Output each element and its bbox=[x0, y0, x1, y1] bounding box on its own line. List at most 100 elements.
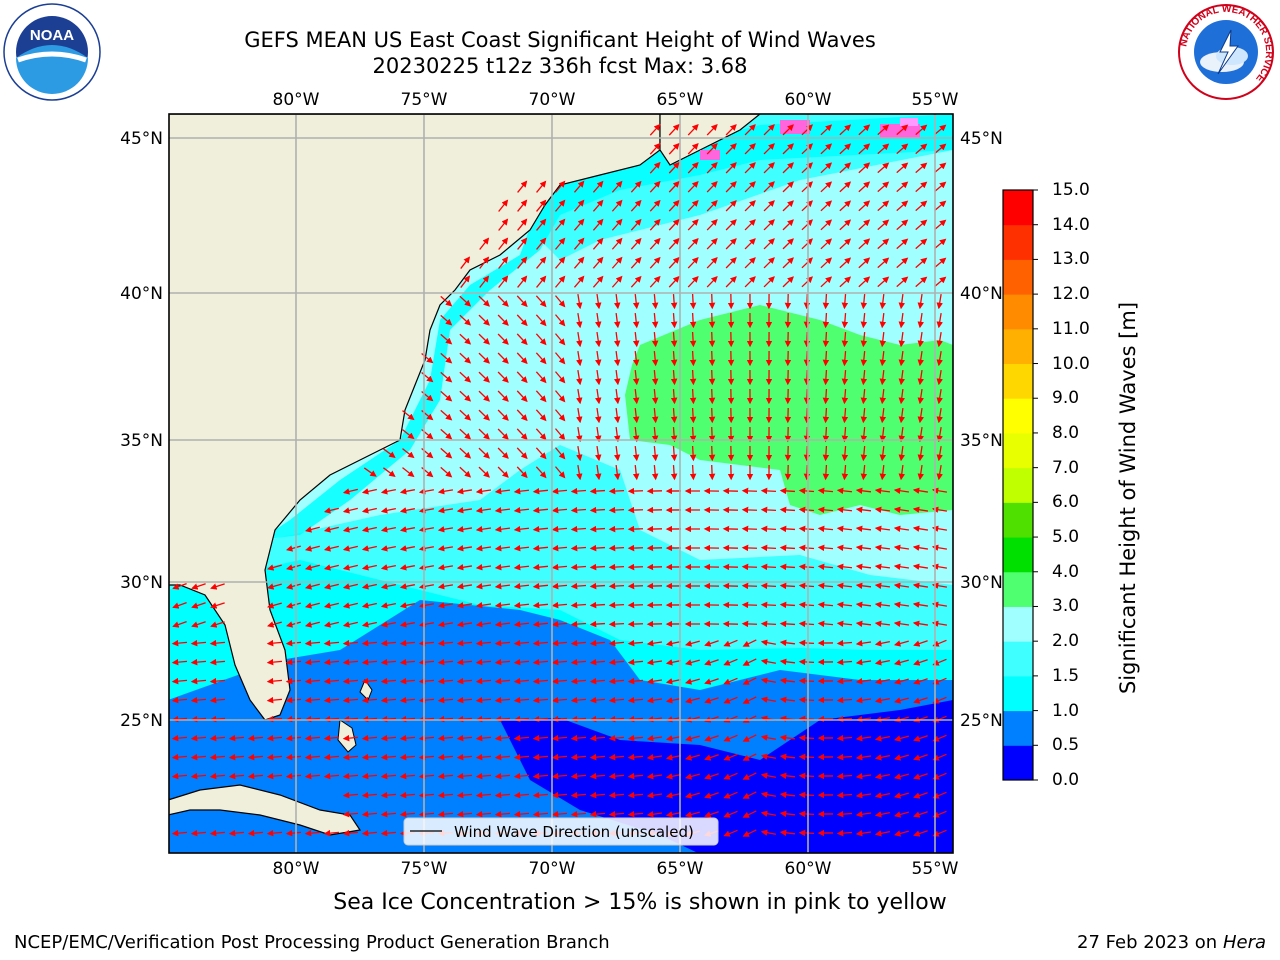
colorbar-segment bbox=[1003, 432, 1033, 469]
wave-direction-arrow bbox=[440, 333, 453, 345]
wave-direction-arrow bbox=[898, 464, 905, 481]
wave-direction-arrow bbox=[670, 426, 678, 443]
wave-direction-arrow bbox=[704, 773, 719, 780]
wave-direction-arrow bbox=[649, 142, 661, 155]
wave-direction-arrow bbox=[440, 447, 453, 459]
colorbar-segment bbox=[1003, 467, 1033, 503]
wave-direction-arrow bbox=[651, 331, 659, 348]
wave-direction-arrow bbox=[836, 658, 853, 666]
wave-direction-arrow bbox=[304, 829, 321, 837]
wave-direction-arrow bbox=[554, 371, 566, 384]
wave-direction-arrow bbox=[801, 162, 813, 174]
wave-direction-arrow bbox=[437, 639, 454, 647]
lon-label-bottom: 65°W bbox=[657, 859, 704, 879]
wave-direction-arrow bbox=[912, 601, 929, 608]
wave-direction-arrow bbox=[551, 791, 568, 799]
wave-direction-arrow bbox=[670, 293, 678, 310]
wave-direction-arrow bbox=[936, 464, 943, 481]
wave-direction-arrow bbox=[613, 464, 621, 481]
wave-direction-arrow bbox=[475, 791, 492, 799]
wave-direction-arrow bbox=[763, 257, 775, 269]
wave-direction-arrow bbox=[478, 447, 490, 459]
wave-direction-arrow bbox=[893, 544, 910, 551]
wave-direction-arrow bbox=[573, 256, 585, 269]
wave-direction-arrow bbox=[191, 621, 206, 628]
wave-direction-arrow bbox=[304, 677, 321, 685]
wave-direction-arrow bbox=[874, 563, 891, 570]
wave-direction-arrow bbox=[836, 601, 853, 609]
wave-direction-arrow bbox=[247, 753, 264, 761]
wave-direction-arrow bbox=[576, 369, 583, 386]
wave-direction-arrow bbox=[535, 333, 547, 346]
wave-direction-arrow bbox=[513, 525, 530, 533]
wave-direction-arrow bbox=[632, 331, 640, 348]
wave-direction-arrow bbox=[172, 583, 187, 590]
wave-direction-arrow bbox=[418, 526, 435, 533]
wave-direction-arrow bbox=[687, 142, 699, 155]
wave-direction-arrow bbox=[646, 811, 663, 818]
wave-direction-arrow bbox=[877, 181, 890, 193]
wave-direction-arrow bbox=[361, 488, 377, 495]
wave-direction-arrow bbox=[855, 735, 872, 742]
wave-direction-arrow bbox=[608, 772, 625, 780]
wave-direction-arrow bbox=[532, 525, 549, 533]
wave-direction-arrow bbox=[708, 312, 716, 329]
wave-direction-arrow bbox=[532, 677, 549, 685]
wave-direction-arrow bbox=[570, 525, 587, 533]
lon-label-top: 65°W bbox=[657, 90, 704, 110]
wave-direction-arrow bbox=[801, 200, 813, 212]
wave-direction-arrow bbox=[190, 696, 207, 704]
wave-direction-arrow bbox=[798, 772, 815, 780]
wave-direction-arrow bbox=[595, 407, 602, 424]
wave-direction-arrow bbox=[725, 200, 737, 212]
wave-direction-arrow bbox=[898, 407, 905, 424]
wave-direction-arrow bbox=[228, 753, 245, 761]
wave-direction-arrow bbox=[836, 487, 853, 495]
wave-direction-arrow bbox=[608, 810, 625, 818]
wave-direction-arrow bbox=[704, 735, 719, 742]
wave-direction-arrow bbox=[760, 582, 777, 590]
wave-direction-arrow bbox=[725, 257, 737, 269]
wave-direction-arrow bbox=[855, 773, 872, 780]
wave-direction-arrow bbox=[860, 293, 868, 310]
wave-direction-arrow bbox=[668, 180, 680, 193]
wave-direction-arrow bbox=[646, 735, 663, 742]
wave-direction-arrow bbox=[665, 773, 681, 780]
wave-direction-arrow bbox=[630, 199, 642, 212]
wave-direction-arrow bbox=[228, 829, 245, 837]
colorbar-segment bbox=[1003, 745, 1033, 781]
wave-direction-arrow bbox=[874, 697, 890, 704]
wave-direction-arrow bbox=[285, 734, 302, 742]
wave-direction-arrow bbox=[689, 293, 697, 310]
wave-direction-arrow bbox=[342, 526, 358, 533]
wave-direction-arrow bbox=[820, 181, 833, 193]
wave-direction-arrow bbox=[589, 620, 606, 628]
wave-direction-arrow bbox=[742, 829, 757, 837]
wave-direction-arrow bbox=[513, 582, 530, 590]
wave-direction-arrow bbox=[706, 219, 718, 231]
wave-direction-arrow bbox=[190, 677, 207, 685]
wave-direction-arrow bbox=[576, 312, 583, 329]
wave-direction-arrow bbox=[723, 753, 738, 761]
wave-direction-arrow bbox=[646, 659, 663, 666]
wave-direction-arrow bbox=[456, 753, 473, 761]
wave-direction-arrow bbox=[418, 677, 435, 685]
wave-direction-arrow bbox=[742, 734, 757, 742]
wave-direction-arrow bbox=[763, 219, 775, 231]
wave-direction-arrow bbox=[632, 464, 640, 481]
wave-direction-arrow bbox=[418, 621, 435, 628]
wave-direction-arrow bbox=[554, 314, 566, 327]
wave-direction-arrow bbox=[494, 621, 511, 628]
wave-direction-arrow bbox=[689, 426, 697, 443]
wave-direction-arrow bbox=[665, 659, 681, 666]
wave-direction-arrow bbox=[841, 464, 849, 481]
wave-direction-arrow bbox=[934, 124, 947, 136]
wave-direction-arrow bbox=[915, 219, 928, 231]
wave-direction-arrow bbox=[532, 582, 549, 590]
wave-direction-arrow bbox=[632, 388, 640, 405]
wave-direction-arrow bbox=[917, 426, 924, 443]
wave-direction-arrow bbox=[570, 601, 587, 609]
wave-direction-arrow bbox=[304, 621, 320, 628]
wave-direction-arrow bbox=[706, 181, 718, 193]
wave-direction-arrow bbox=[858, 238, 871, 250]
